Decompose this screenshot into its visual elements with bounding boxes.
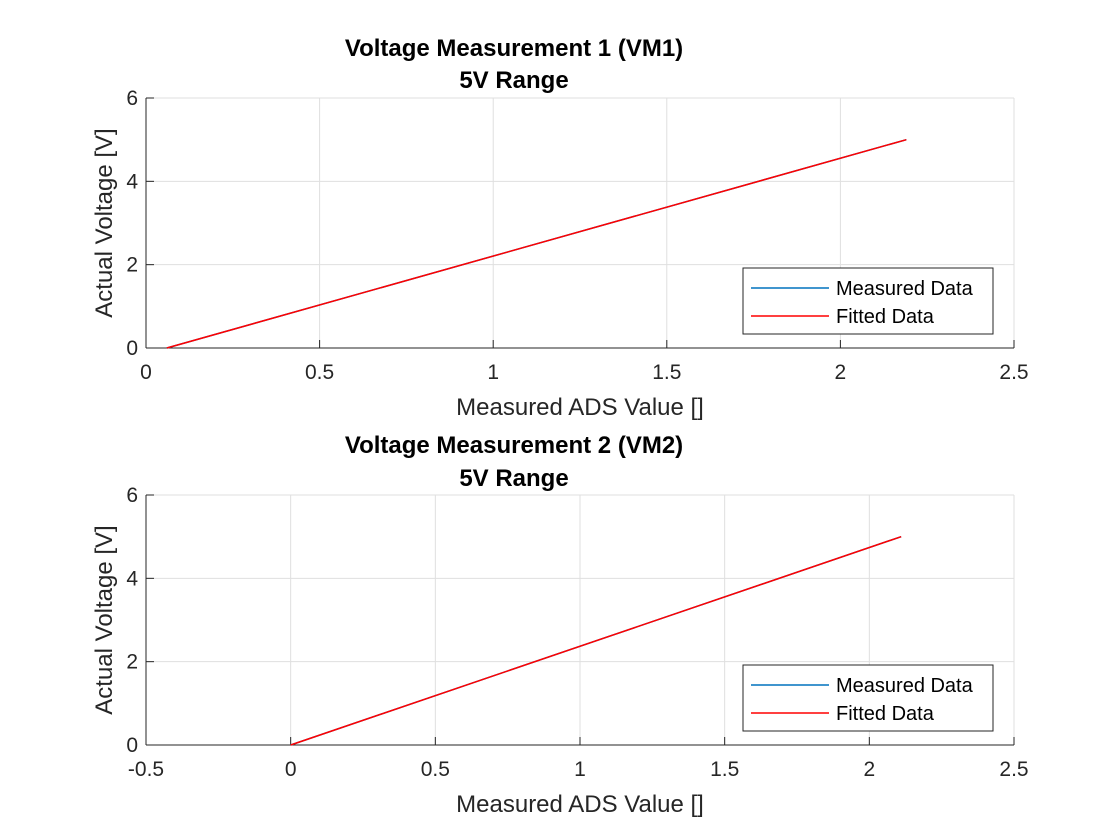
chart-2-xlabel: Measured ADS Value [] bbox=[456, 791, 704, 818]
chart-2-legend-label-1: Measured Data bbox=[836, 675, 974, 697]
chart-2-ytick-label-3: 6 bbox=[126, 484, 138, 507]
chart-1-ytick-label-3: 6 bbox=[126, 87, 138, 110]
chart-1-xtick-label-1: 0.5 bbox=[305, 361, 334, 384]
chart-1-legend-label-1: Measured Data bbox=[836, 278, 974, 300]
chart-1-ytick-label-0: 0 bbox=[126, 337, 138, 360]
chart-2-ytick-label-2: 4 bbox=[126, 567, 138, 590]
chart-1-subtitle: 5V Range bbox=[459, 67, 568, 94]
chart-2-subtitle: 5V Range bbox=[459, 465, 568, 492]
chart-2-series-2-line bbox=[290, 535, 902, 746]
chart-2-legend-label-2: Fitted Data bbox=[836, 703, 935, 725]
chart-1-ytick-label-2: 4 bbox=[126, 170, 138, 193]
chart-1-legend-label-2: Fitted Data bbox=[836, 306, 935, 328]
chart-1-series-2-line bbox=[166, 138, 907, 349]
chart-2-xtick-label-3: 1 bbox=[574, 758, 586, 781]
chart-1-legend: Measured Data Fitted Data bbox=[742, 267, 994, 335]
chart-2-xtick-label-5: 2 bbox=[863, 758, 875, 781]
chart-1-xtick-label-2: 1 bbox=[487, 361, 499, 384]
chart-1: 0 0.5 1 1.5 2 2.5 0 2 4 6 Voltage Measurement 1 (V… bbox=[91, 35, 1029, 421]
chart-1-ytick-label-1: 2 bbox=[126, 254, 138, 277]
chart-2-xtick-label-0: -0.5 bbox=[128, 758, 164, 781]
chart-1-ylabel: Actual Voltage [V] bbox=[91, 128, 118, 317]
chart-2-ytick-label-1: 2 bbox=[126, 651, 138, 674]
chart-1-xtick-label-5: 2.5 bbox=[999, 361, 1028, 384]
chart-1-legend-box bbox=[742, 267, 994, 335]
chart-2-xtick-label-1: 0 bbox=[285, 758, 297, 781]
chart-1-title: Voltage Measurement 1 (VM1) bbox=[345, 35, 683, 62]
charts-container: 0 0.5 1 1.5 2 2.5 0 2 4 6 Voltage Measurement 1 (V… bbox=[91, 35, 1029, 818]
chart-1-xtick-label-3: 1.5 bbox=[652, 361, 681, 384]
chart-2-xtick-label-2: 0.5 bbox=[421, 758, 450, 781]
chart-2-title: Voltage Measurement 2 (VM2) bbox=[345, 432, 683, 459]
chart-2-xtick-label-6: 2.5 bbox=[999, 758, 1028, 781]
chart-2-ylabel: Actual Voltage [V] bbox=[91, 525, 118, 714]
chart-2-ytick-label-0: 0 bbox=[126, 734, 138, 757]
chart-1-xtick-label-4: 2 bbox=[835, 361, 847, 384]
chart-2-xtick-label-4: 1.5 bbox=[710, 758, 739, 781]
chart-2-legend-box bbox=[742, 664, 994, 732]
chart-1-xlabel: Measured ADS Value [] bbox=[456, 394, 704, 421]
chart-1-xtick-label-0: 0 bbox=[140, 361, 152, 384]
chart-2-legend: Measured Data Fitted Data bbox=[742, 664, 994, 732]
